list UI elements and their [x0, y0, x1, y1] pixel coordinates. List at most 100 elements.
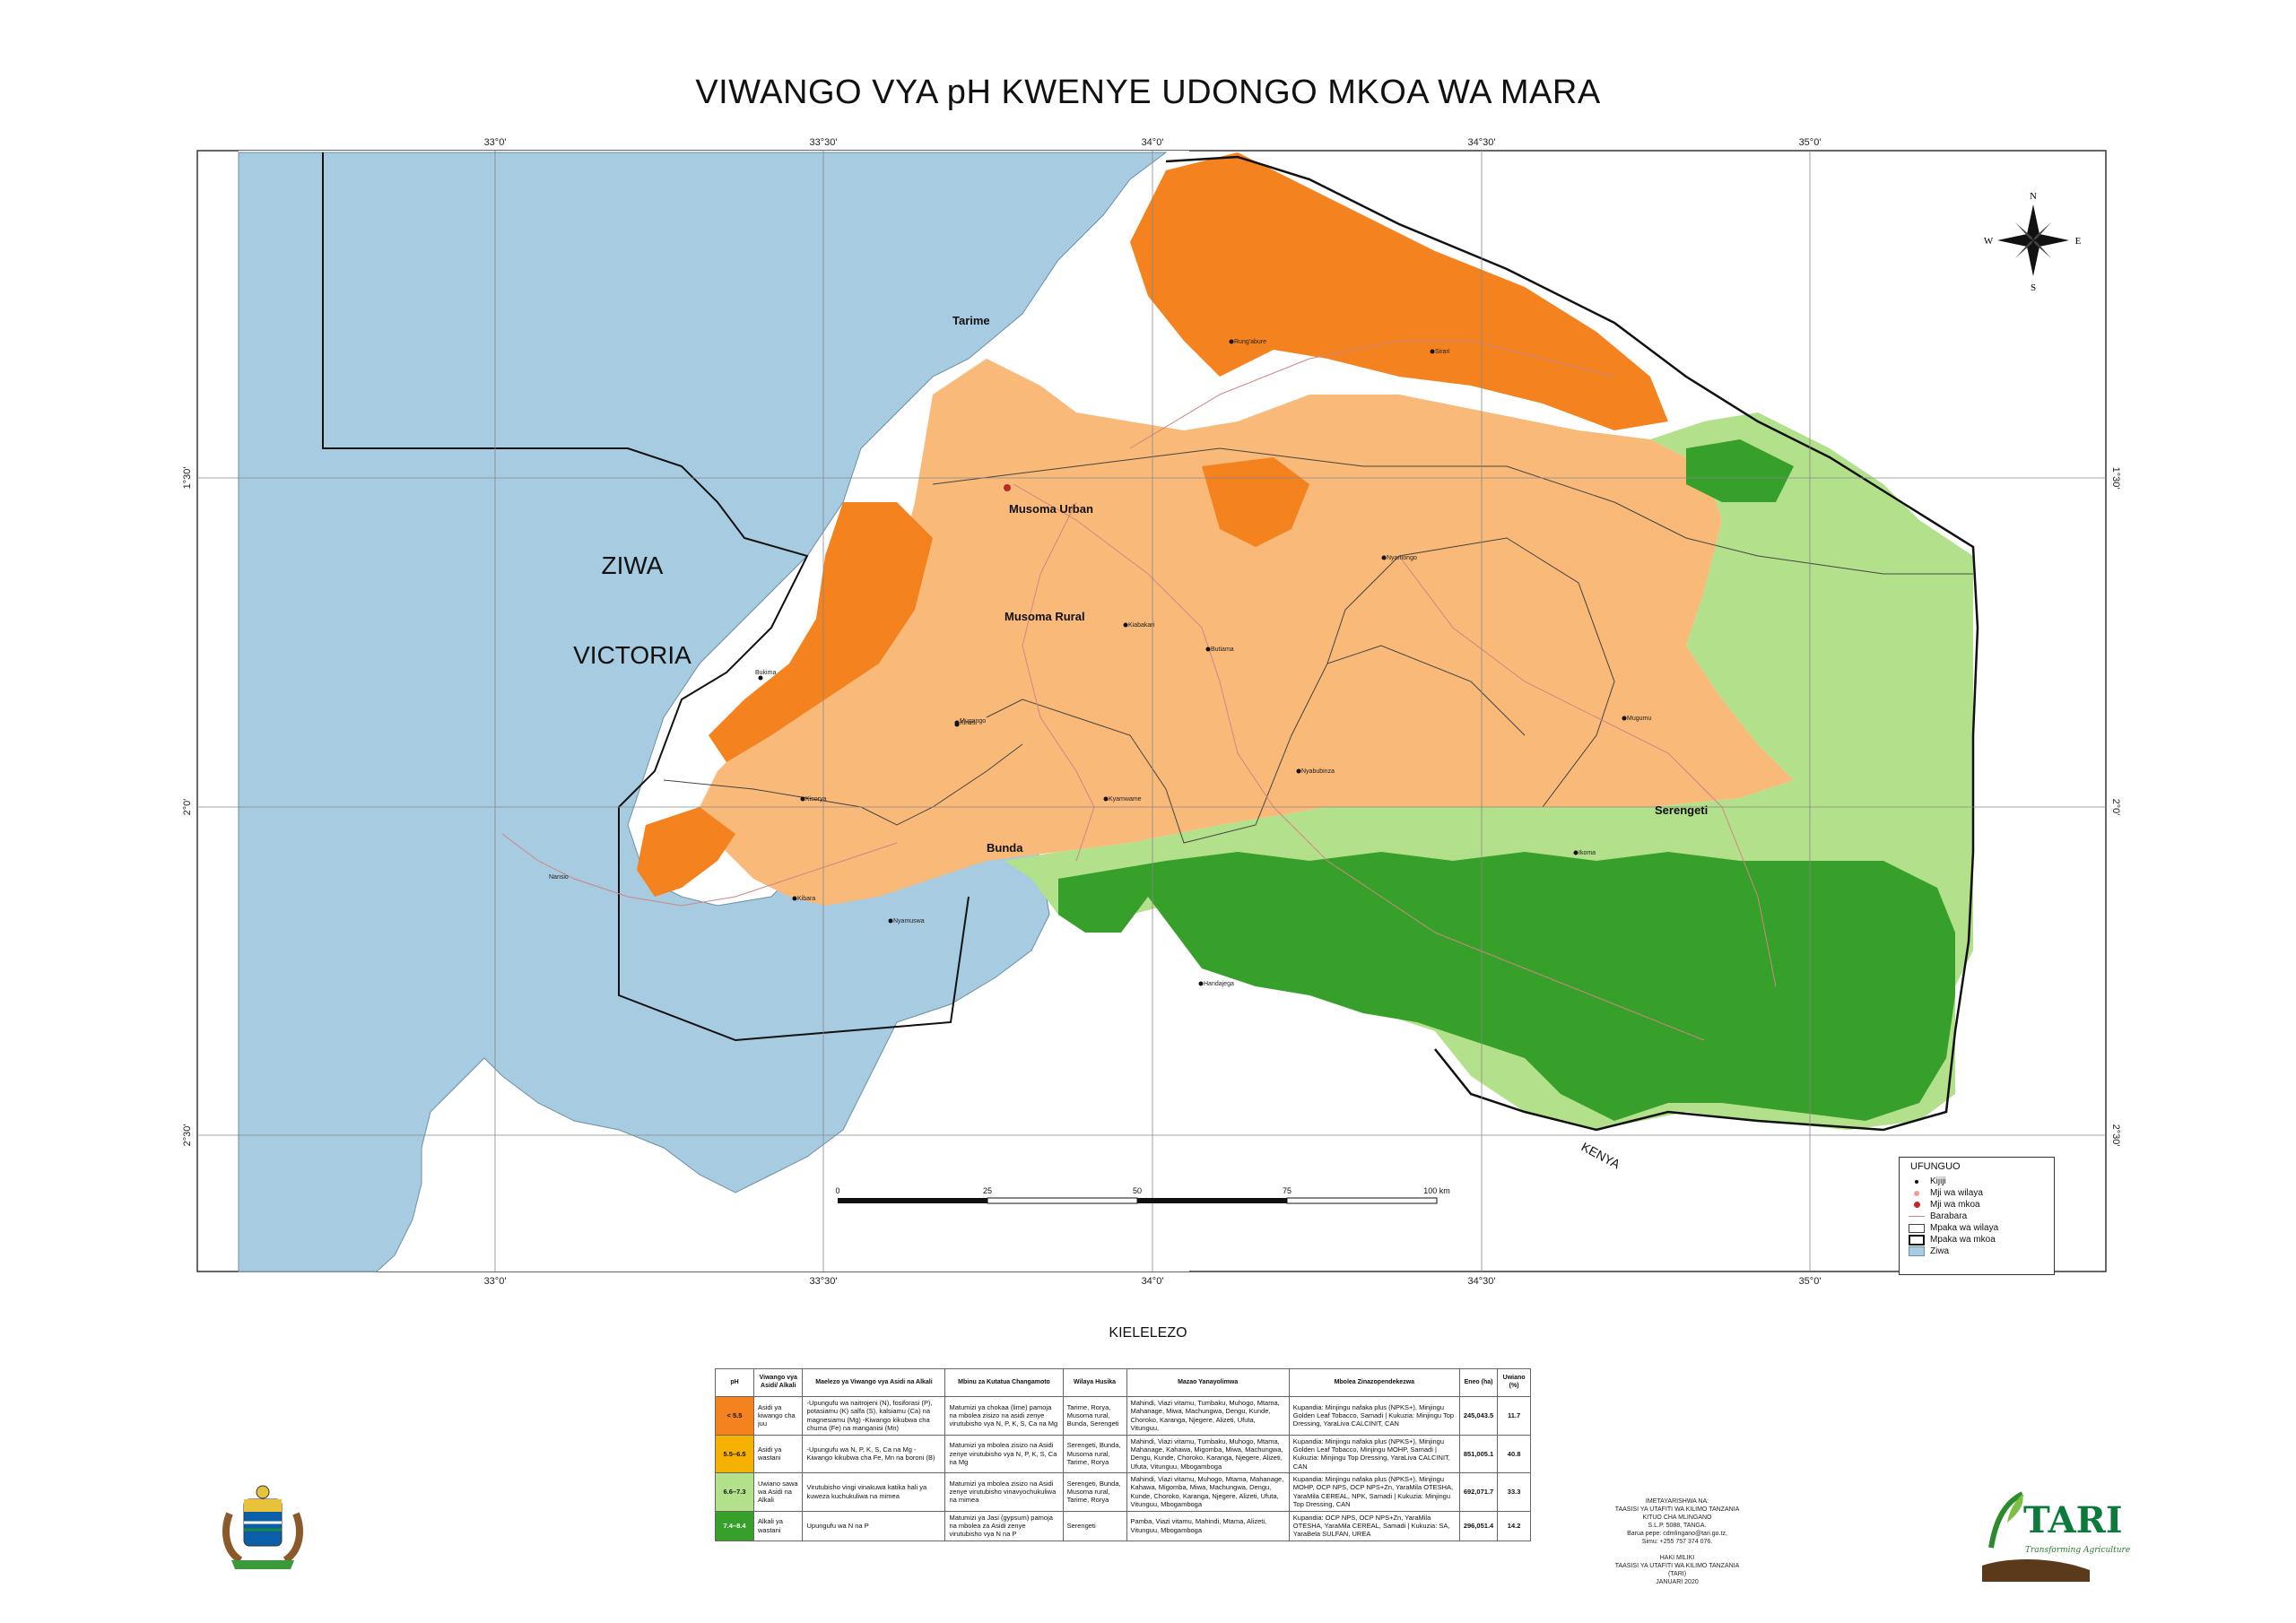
district-town-icon: [1909, 1189, 1925, 1197]
credit-line: TAASISI YA UTAFITI WA KILIMO TANZANIA (T…: [1605, 1562, 1749, 1578]
legend-title: UFUNGUO: [1910, 1161, 2054, 1172]
village-marker[interactable]: [759, 676, 763, 681]
area-cell: 245,043.5: [1459, 1397, 1497, 1436]
region-boundary-icon: [1909, 1236, 1925, 1244]
village-marker[interactable]: [1297, 769, 1301, 774]
pct-cell: 40.8: [1498, 1435, 1531, 1473]
ph-cell: < 5.5: [716, 1397, 754, 1436]
crops-cell: Mahindi, Viazi vitamu, Tumbaku, Muhogo, …: [1126, 1435, 1289, 1473]
desc-cell: Upungufu wa N na P: [803, 1511, 945, 1541]
method-cell: Matumizi ya mbolea zisizo na Asidi zenye…: [945, 1473, 1063, 1512]
compass-s: S: [2031, 282, 2036, 293]
map-legend: UFUNGUO Kijiji Mji wa wilaya Mji wa mkoa…: [1899, 1157, 2055, 1275]
area-cell: 296,051.4: [1459, 1511, 1497, 1541]
credit-line: Simu: +255 757 374 076.: [1605, 1538, 1749, 1546]
level-cell: Uwiano sawa wa Asidi na Alkali: [754, 1473, 803, 1512]
lake-label: VICTORIA: [573, 641, 691, 669]
scale-label: 0: [835, 1186, 839, 1195]
legend-item: Ziwa: [1900, 1245, 2054, 1257]
credit-line: JANUARI 2020: [1605, 1578, 1749, 1586]
level-cell: Asidi ya wastani: [754, 1435, 803, 1473]
scale-label: 75: [1283, 1186, 1292, 1195]
place-label: Bukima: [755, 670, 776, 676]
village-marker[interactable]: [889, 919, 893, 924]
ph-cell: 5.5–6.5: [716, 1435, 754, 1473]
lon-tick-label: 33°0': [484, 137, 507, 148]
village-marker[interactable]: [1431, 350, 1435, 354]
place-label: Kibara: [797, 896, 815, 902]
legend-label: Barabara: [1930, 1211, 1967, 1221]
area-cell: 851,005.1: [1459, 1435, 1497, 1473]
ph-cell: 6.6–7.3: [716, 1473, 754, 1512]
district-label: Serengeti: [1655, 803, 1708, 817]
compass-w: W: [1984, 236, 1994, 247]
place-label: Nyamuswa: [893, 918, 925, 924]
area-cell: 692,071.7: [1459, 1473, 1497, 1512]
lat-tick-label: 2°30': [182, 1124, 193, 1147]
table-header: pH: [716, 1369, 754, 1397]
village-marker[interactable]: [1574, 851, 1578, 855]
district-label: Musoma Urban: [1009, 502, 1093, 516]
fert-cell: Kupandia: Minjingu nafaka plus (NPKS+), …: [1289, 1397, 1459, 1436]
place-label: Rung'abure: [1234, 339, 1266, 345]
scale-label: 25: [983, 1186, 992, 1195]
village-icon: [1909, 1177, 1925, 1185]
legend-label: Kijiji: [1930, 1176, 1946, 1186]
legend-label: Mji wa wilaya: [1930, 1188, 1983, 1198]
lon-tick-label: 34°0': [1142, 1276, 1164, 1287]
table-header: Mbolea Zinazopendekezwa: [1289, 1369, 1459, 1397]
lon-tick-label: 34°30': [1468, 1276, 1496, 1287]
place-label: Nansio: [549, 874, 569, 881]
desc-cell: -Upungufu wa N, P, K, S, Ca na Mg -Kiwan…: [803, 1435, 945, 1473]
legend-label: Ziwa: [1930, 1246, 1949, 1256]
table-header: Wilaya Husika: [1063, 1369, 1126, 1397]
place-label: Sirari: [1435, 349, 1450, 355]
credit-line: S.L.P. 5088, TANGA.: [1605, 1522, 1749, 1530]
district-cell: Serengeti, Bunda, Musoma rural, Tarime, …: [1063, 1473, 1126, 1512]
pct-cell: 33.3: [1498, 1473, 1531, 1512]
level-cell: Asidi ya kiwango cha juu: [754, 1397, 803, 1436]
method-cell: Matumizi ya Jasi (gypsum) pamoja na mbol…: [945, 1511, 1063, 1541]
scale-label: 100 km: [1423, 1186, 1450, 1195]
district-boundary-icon: [1909, 1224, 1925, 1232]
place-label: Kiabakari: [1128, 622, 1155, 629]
pct-cell: 14.2: [1498, 1511, 1531, 1541]
village-marker[interactable]: [1206, 647, 1211, 652]
road-icon: [1909, 1212, 1925, 1220]
village-marker[interactable]: [1199, 982, 1204, 986]
place-label: Nyamongo: [1387, 555, 1417, 561]
lat-tick-label: 2°0': [2110, 799, 2121, 816]
compass-n: N: [2030, 191, 2037, 202]
district-cell: Serengeti, Bunda, Musoma rural, Tarime, …: [1063, 1435, 1126, 1473]
place-label: Butiama: [1211, 647, 1234, 653]
compass-e: E: [2075, 236, 2082, 247]
village-marker[interactable]: [1230, 340, 1234, 344]
table-header: Viwango vya Asidi/ Alkali: [754, 1369, 803, 1397]
legend-item: Mji wa mkoa: [1900, 1199, 2054, 1211]
village-marker[interactable]: [1124, 623, 1128, 628]
village-marker[interactable]: [1622, 716, 1627, 721]
legend-item: Mpaka wa wilaya: [1900, 1222, 2054, 1234]
village-marker[interactable]: [1104, 797, 1109, 802]
crops-cell: Mahindi, Viazi vitamu, Muhogo, Mtama, Ma…: [1126, 1473, 1289, 1512]
village-marker[interactable]: [955, 721, 960, 725]
village-marker[interactable]: [1382, 556, 1387, 560]
lon-tick-label: 33°30': [810, 137, 838, 148]
scale-label: 50: [1133, 1186, 1142, 1195]
table-header: Eneo (ha): [1459, 1369, 1497, 1397]
district-cell: Tarime, Rorya, Musoma rural, Bunda, Sere…: [1063, 1397, 1126, 1436]
place-label: Kisorya: [805, 796, 826, 803]
village-marker[interactable]: [801, 797, 805, 802]
level-cell: Alkali ya wastani: [754, 1511, 803, 1541]
lon-tick-label: 34°0': [1142, 137, 1164, 148]
table-row: < 5.5 Asidi ya kiwango cha juu -Upungufu…: [716, 1397, 1531, 1436]
crops-cell: Mahindi, Viazi vitamu, Tumbaku, Muhogo, …: [1126, 1397, 1289, 1436]
fert-cell: Kupandia: OCP NPS, OCP NPS+Zn, YaraMila …: [1289, 1511, 1459, 1541]
lat-tick-label: 2°30': [2110, 1124, 2121, 1147]
village-marker[interactable]: [793, 897, 797, 901]
coat-of-arms-icon: [213, 1478, 312, 1576]
tari-logo-text: TARI: [2023, 1499, 2123, 1541]
legend-item: Mji wa wilaya: [1900, 1187, 2054, 1199]
table-row: 7.4–8.4 Alkali ya wastani Upungufu wa N …: [716, 1511, 1531, 1541]
regional-town-marker[interactable]: [1004, 484, 1011, 491]
